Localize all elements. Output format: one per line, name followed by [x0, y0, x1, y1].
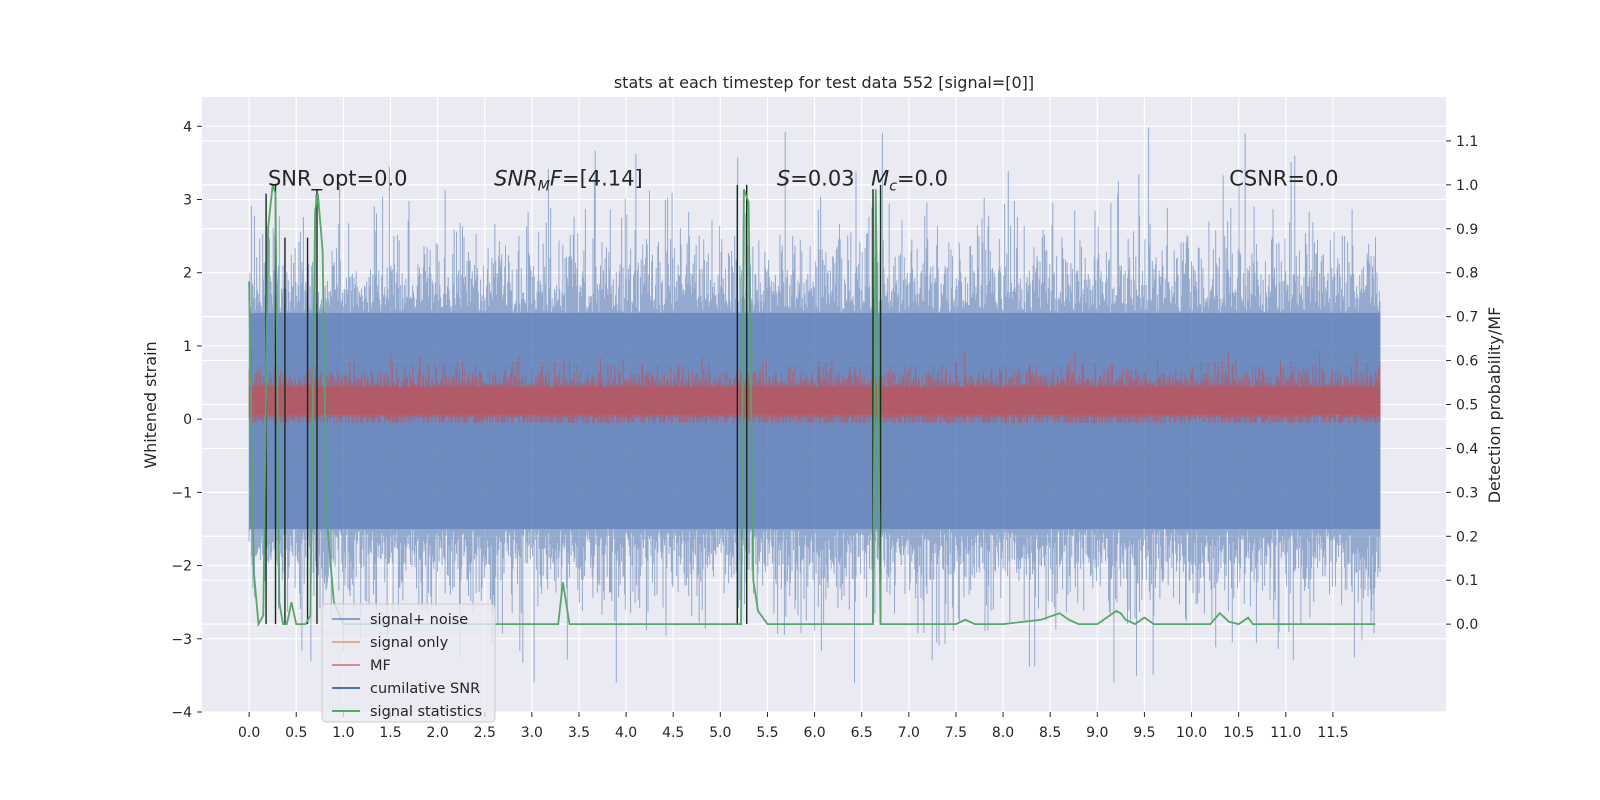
x-tick-label: 9.0	[1086, 725, 1108, 741]
annotation-part: M	[871, 167, 889, 191]
legend: signal+ noise signal only MF cumilative SNR…	[321, 603, 496, 723]
series-signal-statistics	[248, 184, 1376, 628]
y-right-axis-ticks: 1.1 1.0 0.9 0.8 0.7 0.6 0.5 0.4 0.3 0.2 0.1 0.0	[1446, 134, 1478, 633]
x-tick-label: 6.0	[803, 725, 825, 741]
x-tick-label: 10.5	[1223, 725, 1254, 741]
annotation-part: SNR	[494, 167, 538, 191]
legend-label: signal statistics	[370, 704, 482, 720]
y-tick-label: 2	[183, 266, 192, 282]
annotation-part: =0.0	[897, 167, 948, 191]
x-tick-label: 11.5	[1317, 725, 1348, 741]
y-right-tick-label: 0.8	[1456, 266, 1478, 282]
y-right-axis-title: Detection probability/MF	[1485, 307, 1504, 504]
series-mf	[248, 349, 1381, 423]
legend-label: signal only	[370, 635, 449, 651]
y-right-tick-label: 0.6	[1456, 354, 1478, 370]
x-tick-label: 5.0	[709, 725, 731, 741]
annotation-part: =[4.14]	[562, 167, 643, 191]
y-right-tick-label: 0.5	[1456, 398, 1478, 414]
annotation-part: c	[889, 179, 897, 195]
x-tick-label: 9.5	[1133, 725, 1155, 741]
x-tick-label: 4.0	[615, 725, 637, 741]
x-axis-ticks: 0.0 0.5 1.0 1.5 2.0 2.5 3.0 3.5 4.0 4.5 5.0 5.5 6.0 6…	[238, 712, 1348, 741]
y-right-tick-label: 0.7	[1456, 310, 1478, 326]
y-right-tick-label: 0.0	[1456, 617, 1478, 633]
y-right-tick-label: 0.2	[1456, 529, 1478, 545]
x-tick-label: 5.5	[756, 725, 778, 741]
legend-box	[321, 603, 496, 723]
annotation: CSNR=0.0	[1229, 167, 1338, 191]
signal-statistics-line	[248, 184, 1376, 628]
x-tick-label: 1.0	[332, 725, 354, 741]
annotation: S=0.03	[777, 167, 855, 191]
y-tick-label: −1	[171, 485, 192, 501]
y-right-tick-label: 0.9	[1456, 222, 1478, 238]
x-tick-label: 0.5	[285, 725, 307, 741]
x-tick-label: 3.5	[568, 725, 590, 741]
annotation: SNR_opt=0.0	[268, 167, 408, 192]
y-tick-label: 4	[183, 119, 192, 135]
y-tick-label: 0	[183, 412, 192, 428]
annotation-part: M	[538, 179, 550, 195]
y-axis-title: Whitened strain	[141, 341, 160, 468]
y-tick-label: −3	[171, 632, 192, 648]
annotation-part: =0.03	[790, 167, 854, 191]
y-tick-label: −2	[171, 559, 192, 575]
chart-title: stats at each timestep for test data 552…	[614, 73, 1034, 92]
x-tick-label: 1.5	[379, 725, 401, 741]
y-right-tick-label: 0.3	[1456, 485, 1478, 501]
y-right-tick-label: 1.1	[1456, 134, 1478, 150]
annotation-part: F	[550, 167, 563, 191]
y-tick-label: 3	[183, 193, 192, 209]
x-tick-label: 10.0	[1176, 725, 1207, 741]
x-tick-label: 8.0	[992, 725, 1014, 741]
y-tick-label: −4	[171, 705, 192, 721]
x-tick-label: 2.5	[474, 725, 496, 741]
annotation: SNRMF=[4.14]	[494, 167, 643, 195]
legend-label: signal+ noise	[370, 612, 468, 628]
x-tick-label: 7.5	[945, 725, 967, 741]
y-axis-ticks: 4 3 2 1 0 −1 −2 −3 −4	[171, 119, 202, 721]
x-tick-label: 11.0	[1270, 725, 1301, 741]
annotation: Mc=0.0	[871, 167, 948, 195]
y-right-tick-label: 1.0	[1456, 178, 1478, 194]
legend-label: cumilative SNR	[370, 681, 480, 697]
x-tick-label: 2.0	[426, 725, 448, 741]
annotations: SNR_opt=0.0 SNRMF=[4.14] S=0.03 Mc=0.0 CSNR=…	[268, 167, 1339, 195]
y-right-tick-label: 0.4	[1456, 441, 1478, 457]
legend-label: MF	[370, 658, 391, 674]
x-tick-label: 4.5	[662, 725, 684, 741]
y-tick-label: 1	[183, 339, 192, 355]
annotation-part: CSNR=0.0	[1229, 167, 1338, 191]
annotation-part: S	[777, 167, 790, 191]
x-tick-label: 0.0	[238, 725, 260, 741]
x-tick-label: 8.5	[1039, 725, 1061, 741]
x-tick-label: 6.5	[851, 725, 873, 741]
x-tick-label: 3.0	[521, 725, 543, 741]
x-tick-label: 7.0	[898, 725, 920, 741]
y-right-tick-label: 0.1	[1456, 573, 1478, 589]
series-signal-noise	[248, 127, 1381, 683]
annotation-part: SNR_opt=0.0	[268, 167, 408, 192]
